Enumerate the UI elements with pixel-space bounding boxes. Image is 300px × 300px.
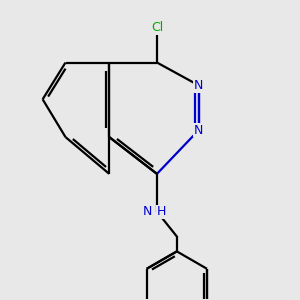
Text: Cl: Cl [151,21,163,34]
Text: N: N [194,79,203,92]
Text: H: H [157,205,166,218]
Text: N: N [194,124,203,136]
Text: N: N [142,205,152,218]
